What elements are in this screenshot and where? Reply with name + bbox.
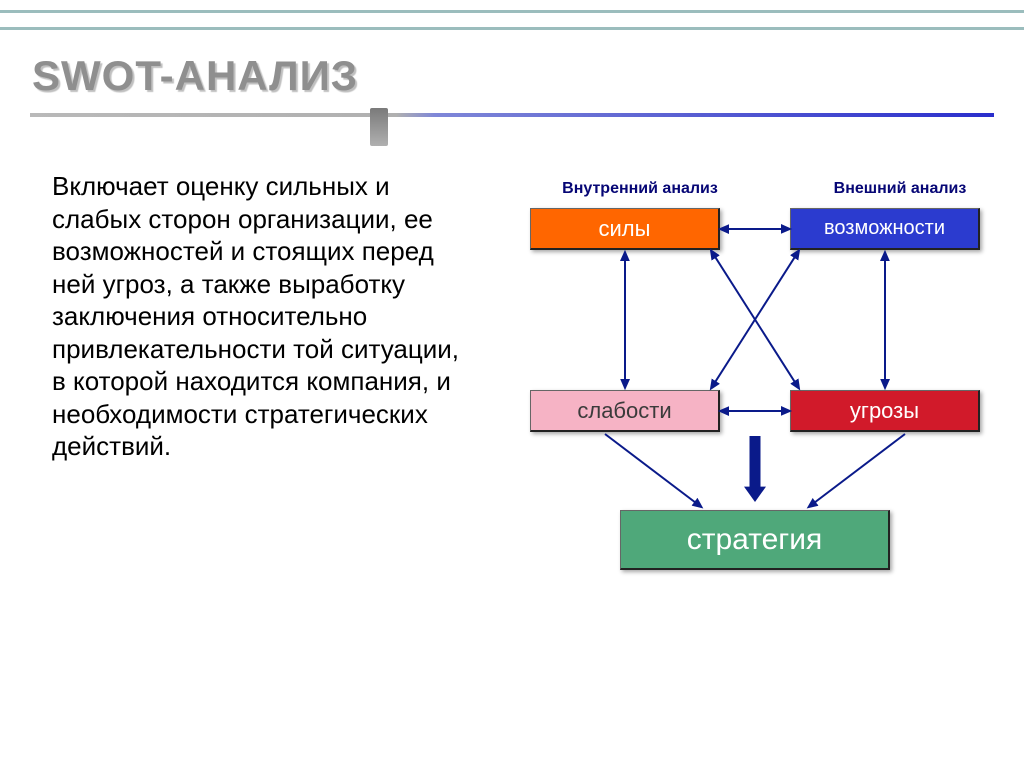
- slide-title: SWOT-АНАЛИЗ: [32, 52, 358, 100]
- node-label: возможности: [824, 217, 945, 240]
- node-label: стратегия: [687, 523, 822, 557]
- node-strengths: силы: [530, 208, 720, 250]
- title-underline: [30, 110, 994, 120]
- header-internal: Внутренний анализ: [550, 180, 730, 198]
- node-strategy: стратегия: [620, 510, 890, 570]
- swot-diagram: Внутренний анализ Внешний анализ силы во…: [490, 180, 995, 630]
- node-threats: угрозы: [790, 390, 980, 432]
- node-label: угрозы: [850, 398, 919, 424]
- node-label: силы: [599, 216, 651, 242]
- node-label: слабости: [577, 398, 671, 424]
- body-paragraph: Включает оценку сильных и слабых сторон …: [52, 170, 472, 463]
- title-notch-icon: [370, 108, 388, 146]
- node-opportunities: возможности: [790, 208, 980, 250]
- header-external: Внешний анализ: [810, 180, 990, 198]
- node-weaknesses: слабости: [530, 390, 720, 432]
- top-border-bar: [0, 10, 1024, 30]
